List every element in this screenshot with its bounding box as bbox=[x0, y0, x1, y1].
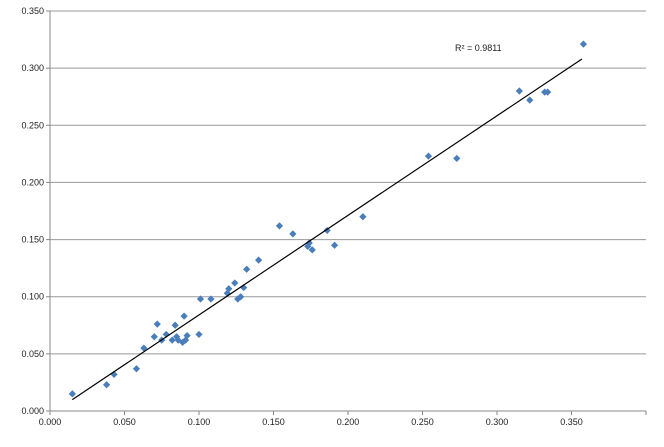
data-point bbox=[183, 331, 191, 340]
data-point bbox=[150, 333, 158, 341]
data-point bbox=[196, 295, 205, 303]
data-point bbox=[132, 365, 141, 373]
data-point bbox=[308, 246, 316, 254]
data-point bbox=[424, 152, 433, 160]
y-tick-label: 0.050 bbox=[21, 349, 44, 359]
data-point bbox=[225, 285, 233, 293]
x-tick-label: 0.250 bbox=[411, 417, 434, 427]
x-tick-label: 0.050 bbox=[113, 417, 136, 427]
data-point bbox=[304, 242, 312, 251]
y-tick-label: 0.100 bbox=[21, 292, 44, 302]
data-point bbox=[330, 241, 339, 249]
x-tick-label: 0.150 bbox=[262, 417, 285, 427]
data-point bbox=[68, 390, 76, 398]
data-point bbox=[305, 239, 313, 247]
x-tick-label: 0.000 bbox=[39, 417, 62, 427]
data-point bbox=[168, 336, 176, 344]
y-tick-label: 0.150 bbox=[21, 235, 44, 245]
x-tick-label: 0.300 bbox=[486, 417, 509, 427]
y-tick-label: 0.000 bbox=[21, 406, 44, 416]
data-point bbox=[103, 381, 111, 389]
data-point bbox=[174, 336, 182, 344]
data-point bbox=[207, 295, 215, 303]
data-point bbox=[195, 330, 203, 339]
y-tick-labels: 0.000 0.050 0.100 0.150 0.200 0.250 0.300 0.350 bbox=[21, 6, 50, 416]
y-tick-label: 0.200 bbox=[21, 177, 44, 187]
data-point bbox=[237, 293, 245, 301]
y-tick-label: 0.250 bbox=[21, 120, 44, 130]
x-tick-label: 0.200 bbox=[337, 417, 360, 427]
gridlines bbox=[50, 10, 646, 355]
trendline bbox=[72, 58, 583, 401]
data-point bbox=[171, 321, 179, 329]
x-tick-label: 0.100 bbox=[188, 417, 211, 427]
data-point bbox=[240, 283, 248, 292]
x-tick-labels: 0.000 0.050 0.100 0.150 0.200 0.250 0.300 0.350 bbox=[39, 411, 647, 427]
data-point bbox=[162, 330, 170, 339]
data-point bbox=[153, 320, 161, 328]
data-point bbox=[359, 213, 367, 221]
data-point bbox=[275, 222, 284, 230]
data-point bbox=[515, 87, 523, 95]
data-point bbox=[526, 96, 534, 104]
data-point bbox=[289, 230, 297, 238]
data-point bbox=[544, 88, 552, 96]
data-point bbox=[231, 279, 239, 287]
data-point bbox=[243, 265, 251, 273]
data-point bbox=[140, 344, 148, 352]
data-point bbox=[181, 336, 190, 344]
data-points bbox=[68, 40, 588, 398]
x-tick-label: 0.350 bbox=[560, 417, 583, 427]
y-tick-label: 0.300 bbox=[21, 63, 44, 73]
data-point bbox=[180, 312, 188, 320]
data-point bbox=[453, 154, 461, 163]
y-tick-label: 0.350 bbox=[21, 6, 44, 16]
r-squared-annotation: R² = 0.9811 bbox=[455, 43, 502, 53]
data-point bbox=[579, 40, 588, 48]
data-point bbox=[255, 256, 263, 264]
